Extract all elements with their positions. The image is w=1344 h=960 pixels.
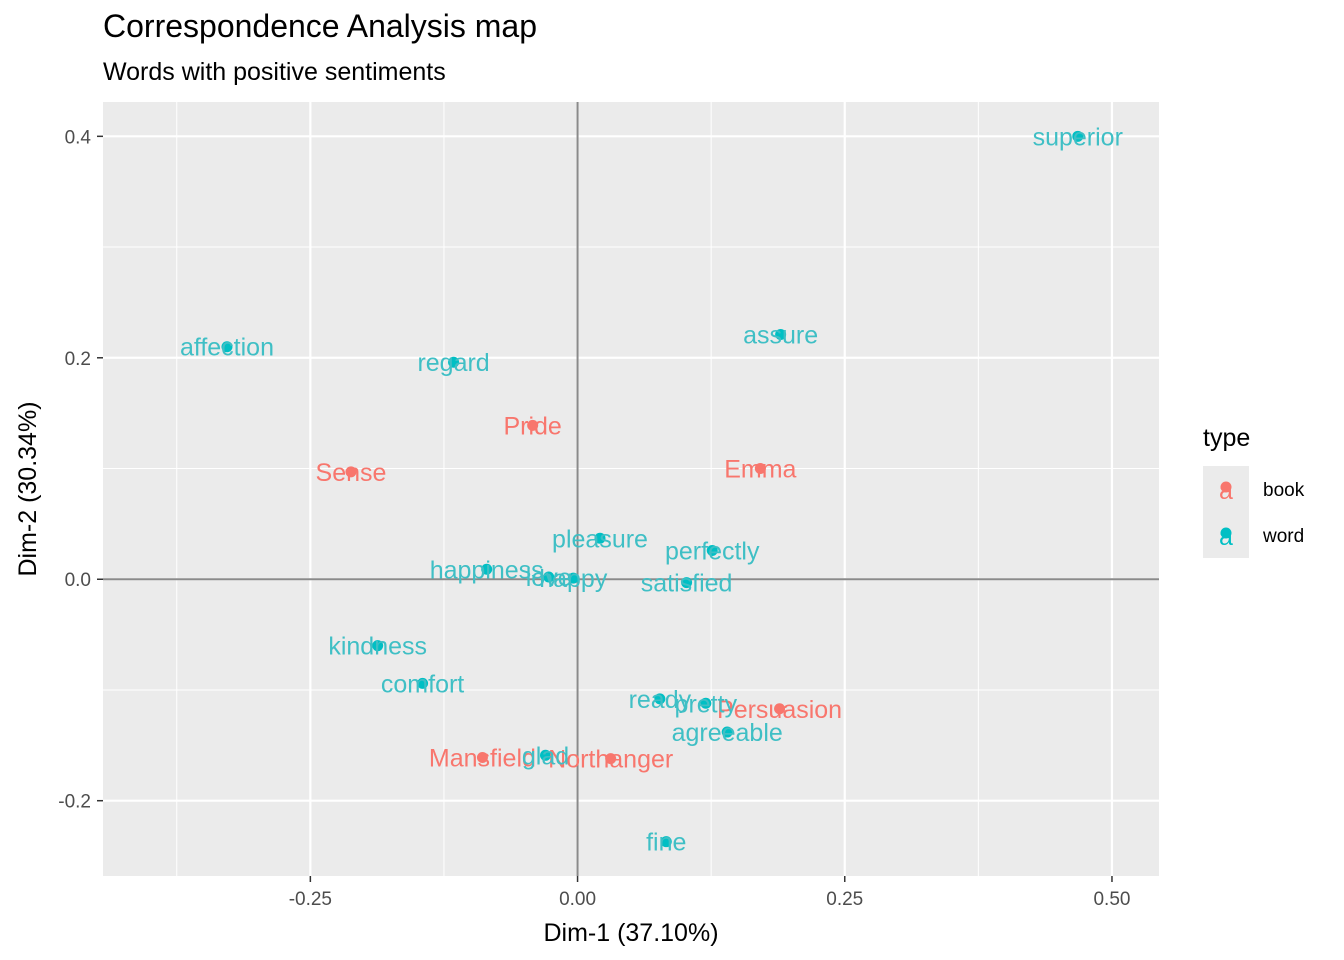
data-point-word (1072, 130, 1084, 142)
legend: type abookaword (1203, 424, 1305, 558)
legend-entry-word: word (1262, 526, 1304, 547)
data-point-word (594, 532, 606, 544)
x-tick-label: 0.00 (559, 889, 596, 910)
data-point-word (448, 356, 460, 368)
data-point-word (372, 640, 384, 652)
data-point-word (567, 572, 579, 584)
x-tick-label: 0.25 (826, 889, 863, 910)
point-label-word: love (526, 564, 572, 592)
point-label-word: pretty (675, 690, 738, 718)
y-tick-label: 0.0 (65, 570, 91, 591)
data-point-book (754, 463, 766, 475)
point-label-word: regard (417, 349, 489, 377)
legend-key-point (1220, 527, 1232, 539)
chart-subtitle: Words with positive sentiments (103, 58, 446, 86)
data-point-book (605, 753, 617, 765)
data-point-word (660, 836, 672, 848)
x-axis-ticks: -0.25 0.00 0.25 0.50 (289, 876, 1130, 910)
point-label-word: comfort (381, 670, 464, 698)
data-point-word (706, 544, 718, 556)
point-label-word: superior (1033, 123, 1123, 151)
data-point-book (774, 703, 786, 715)
point-label-word: kindness (328, 633, 427, 661)
point-labels: Pride Sense Emma Persuasion Mansfield Northan… (180, 123, 1123, 856)
data-point-word (221, 341, 233, 353)
x-axis-title: Dim-1 (37.10%) (543, 919, 718, 947)
y-axis-ticks: -0.2 0.0 0.2 0.4 (58, 127, 103, 813)
y-tick-label: 0.2 (65, 349, 91, 370)
x-tick-label: -0.25 (289, 889, 332, 910)
point-label-word: satisfied (641, 570, 733, 598)
point-label-word: affection (180, 334, 274, 362)
plot-panel (103, 102, 1159, 876)
legend-key-point (1220, 481, 1232, 493)
point-label-book: Pride (503, 412, 561, 440)
point-label-word: happiness (430, 556, 544, 584)
point-label-book: Sense (316, 459, 387, 487)
data-point-book (476, 752, 488, 764)
chart-title: Correspondence Analysis map (103, 8, 538, 44)
data-point-word (654, 693, 666, 705)
data-point-word (539, 749, 551, 761)
data-point-word (681, 577, 693, 589)
data-point-word (775, 329, 787, 341)
data-point-word (481, 563, 493, 575)
y-tick-label: 0.4 (65, 127, 92, 148)
point-label-word: agreeable (672, 719, 783, 747)
data-points (221, 130, 1084, 848)
data-point-word (700, 697, 712, 709)
data-point-word (417, 677, 429, 689)
point-label-word: glad (522, 742, 569, 770)
data-point-book (345, 466, 357, 478)
point-label-word: perfectly (665, 537, 760, 565)
x-tick-label: 0.50 (1093, 889, 1130, 910)
point-label-word: assure (743, 322, 818, 350)
y-axis-title: Dim-2 (30.34%) (14, 401, 42, 576)
point-label-book: Northanger (548, 746, 673, 774)
data-point-word (543, 571, 555, 583)
minor-gridlines (103, 102, 1159, 876)
legend-entry-book: book (1263, 480, 1305, 501)
reference-lines (103, 102, 1159, 876)
legend-title: type (1203, 424, 1250, 452)
point-label-book: Persuasion (717, 696, 842, 724)
point-label-word: fine (646, 829, 686, 857)
point-label-word: pleasure (552, 525, 648, 553)
point-label-book: Emma (724, 456, 796, 484)
point-label-word: ready (629, 686, 692, 714)
data-point-book (527, 419, 539, 431)
point-label-word: happy (539, 565, 608, 593)
data-point-word (721, 726, 733, 738)
point-label-book: Mansfield (429, 745, 536, 773)
y-tick-label: -0.2 (58, 792, 91, 813)
